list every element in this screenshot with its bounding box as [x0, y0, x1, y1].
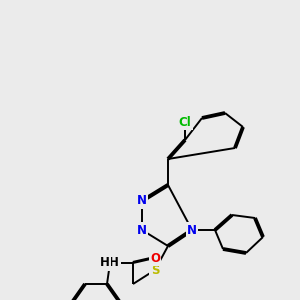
Text: NH: NH: [100, 256, 120, 269]
Text: S: S: [151, 263, 159, 277]
Text: N: N: [187, 224, 197, 236]
Text: O: O: [150, 251, 160, 265]
Text: Cl: Cl: [178, 116, 191, 128]
Text: H: H: [100, 256, 110, 269]
Text: N: N: [137, 224, 147, 236]
Text: N: N: [137, 194, 147, 208]
